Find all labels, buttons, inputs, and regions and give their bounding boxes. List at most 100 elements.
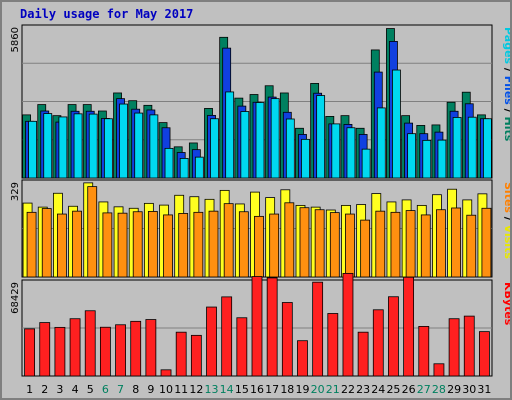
x-tick-label-day-12: 12 <box>189 383 203 396</box>
bar-sites-day-8 <box>132 211 143 278</box>
bar-kbytes-day-18 <box>281 302 293 377</box>
bar-kbytes-day-2 <box>39 322 51 377</box>
bar-kbytes-day-12 <box>190 334 202 377</box>
bar-kbytes-day-22 <box>342 272 354 377</box>
bar-sites-day-14 <box>223 203 234 278</box>
axis-label-hits-part-3: / <box>502 105 510 117</box>
bar-sites-day-12 <box>193 211 204 278</box>
bar-pages-day-18 <box>285 118 295 179</box>
bar-pages-day-19 <box>301 138 310 179</box>
bar-kbytes-day-14 <box>221 296 233 377</box>
bar-kbytes-day-19 <box>297 340 308 377</box>
x-tick-label-day-1: 1 <box>26 383 33 396</box>
bar-sites-day-6 <box>102 212 113 278</box>
bar-sites-day-26 <box>405 210 416 278</box>
axis-label-kbytes-part-0: KBytes <box>502 282 510 326</box>
x-tick-label-day-18: 18 <box>280 383 294 396</box>
bar-pages-day-10 <box>164 147 174 179</box>
bar-sites-day-9 <box>147 211 158 278</box>
x-tick-label-day-9: 9 <box>147 383 154 396</box>
axis-label-visits: Sites / Visits <box>502 182 510 259</box>
bar-kbytes-day-31 <box>479 331 490 377</box>
x-tick-label-day-25: 25 <box>386 383 400 396</box>
bar-pages-day-17 <box>270 98 280 179</box>
bar-kbytes-day-28 <box>433 363 445 377</box>
bar-pages-day-31 <box>483 118 492 179</box>
bar-pages-day-8 <box>134 112 144 179</box>
x-tick-label-day-4: 4 <box>72 383 79 396</box>
axis-label-hits-part-0: Pages <box>502 27 510 65</box>
x-tick-label-day-28: 28 <box>432 383 446 396</box>
bar-kbytes-day-6 <box>99 326 111 377</box>
bar-pages-day-3 <box>58 116 68 179</box>
bar-sites-day-24 <box>375 210 386 278</box>
bar-sites-day-29 <box>451 207 461 278</box>
x-tick-label-day-29: 29 <box>447 383 461 396</box>
bar-sites-day-28 <box>436 209 446 278</box>
x-tick-label-day-24: 24 <box>371 383 385 396</box>
x-tick-label-day-13: 13 <box>205 383 219 396</box>
bar-sites-day-7 <box>117 212 128 278</box>
bar-sites-day-23 <box>360 219 371 278</box>
x-tick-label-day-11: 11 <box>174 383 188 396</box>
x-tick-label-day-26: 26 <box>402 383 416 396</box>
bar-pages-day-15 <box>240 111 250 179</box>
x-tick-label-day-20: 20 <box>311 383 325 396</box>
axis-label-kbytes: KBytes <box>502 282 510 326</box>
bar-sites-day-21 <box>329 212 340 278</box>
axis-label-hits: Pages / Files / Hits <box>502 27 510 142</box>
bar-sites-day-18 <box>284 202 295 278</box>
bar-sites-day-19 <box>299 207 310 278</box>
bar-kbytes-day-3 <box>54 326 66 377</box>
bar-kbytes-day-21 <box>327 313 339 377</box>
bar-sites-day-16 <box>254 215 264 278</box>
x-tick-label-day-2: 2 <box>41 383 48 396</box>
x-tick-label-day-22: 22 <box>341 383 355 396</box>
bar-kbytes-day-8 <box>130 320 142 377</box>
bar-kbytes-day-1 <box>24 328 35 377</box>
bar-pages-day-4 <box>73 113 83 179</box>
bar-kbytes-day-20 <box>312 281 324 377</box>
bar-kbytes-day-5 <box>84 310 96 377</box>
bar-sites-day-11 <box>178 213 189 278</box>
x-tick-label-day-17: 17 <box>265 383 279 396</box>
ymax-label-hits: 5860 <box>10 27 21 52</box>
bar-pages-day-6 <box>103 118 113 179</box>
axis-label-hits-part-2: Files <box>502 76 510 106</box>
bar-pages-day-9 <box>149 114 159 179</box>
axis-label-hits-part-1: / <box>502 64 510 76</box>
bar-kbytes-day-9 <box>145 319 157 377</box>
bar-kbytes-day-25 <box>388 296 399 377</box>
bar-pages-day-13 <box>210 118 219 179</box>
ymax-label-visits: 329 <box>10 182 21 201</box>
bar-kbytes-day-30 <box>463 315 475 377</box>
bar-sites-day-5 <box>87 186 98 278</box>
bar-sites-day-20 <box>314 209 325 278</box>
bar-sites-day-2 <box>41 208 52 278</box>
bar-pages-day-2 <box>43 113 53 179</box>
bar-sites-day-31 <box>481 207 492 278</box>
axis-label-visits-part-0: Sites <box>502 182 510 213</box>
chart-title: Daily usage for May 2017 <box>20 7 194 21</box>
bar-kbytes-day-17 <box>266 277 278 377</box>
bar-pages-day-27 <box>422 139 432 179</box>
x-tick-label-day-15: 15 <box>235 383 249 396</box>
bar-sites-day-13 <box>208 210 219 278</box>
bar-kbytes-day-13 <box>206 306 217 377</box>
bar-sites-day-22 <box>345 213 355 278</box>
bar-sites-day-17 <box>269 213 280 278</box>
x-tick-label-day-3: 3 <box>56 383 63 396</box>
x-tick-label-day-23: 23 <box>356 383 370 396</box>
bar-pages-day-20 <box>316 95 326 179</box>
x-tick-label-day-14: 14 <box>220 383 234 396</box>
bar-pages-day-26 <box>407 133 417 179</box>
bar-sites-day-10 <box>163 214 173 278</box>
bar-pages-day-16 <box>255 102 265 179</box>
bar-pages-day-29 <box>452 117 462 179</box>
bar-pages-day-7 <box>119 103 128 179</box>
bar-sites-day-15 <box>238 211 249 278</box>
bar-pages-day-21 <box>331 123 341 179</box>
bar-kbytes-day-11 <box>175 331 187 377</box>
bar-sites-day-4 <box>72 210 82 278</box>
bar-kbytes-day-10 <box>160 369 172 377</box>
